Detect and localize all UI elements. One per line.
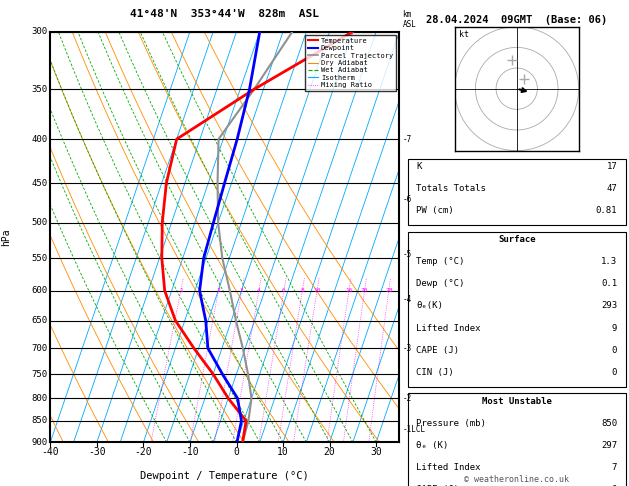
- Text: 900: 900: [31, 438, 47, 447]
- Legend: Temperature, Dewpoint, Parcel Trajectory, Dry Adiabat, Wet Adiabat, Isotherm, Mi: Temperature, Dewpoint, Parcel Trajectory…: [305, 35, 396, 91]
- Text: -2: -2: [403, 394, 412, 403]
- Text: Temp (°C): Temp (°C): [416, 257, 465, 266]
- Text: 0: 0: [233, 447, 240, 457]
- Text: 17: 17: [606, 162, 617, 171]
- Text: 10: 10: [277, 447, 289, 457]
- Text: -30: -30: [88, 447, 106, 457]
- Text: 8: 8: [301, 288, 304, 293]
- Text: 297: 297: [601, 441, 617, 450]
- Text: 850: 850: [601, 418, 617, 428]
- Text: K: K: [416, 162, 421, 171]
- Text: 450: 450: [31, 179, 47, 188]
- Text: CIN (J): CIN (J): [416, 368, 454, 377]
- Bar: [408, 393, 626, 486]
- Text: 600: 600: [31, 286, 47, 295]
- Text: 20: 20: [361, 288, 369, 293]
- Text: 47: 47: [606, 184, 617, 193]
- Text: 16: 16: [345, 288, 353, 293]
- Text: 3: 3: [240, 288, 243, 293]
- Text: Totals Totals: Totals Totals: [416, 184, 486, 193]
- Text: Lifted Index: Lifted Index: [416, 324, 481, 332]
- Text: 0.81: 0.81: [596, 207, 617, 215]
- Text: km
ASL: km ASL: [403, 10, 416, 29]
- Text: θₑ (K): θₑ (K): [416, 441, 448, 450]
- Text: 550: 550: [31, 254, 47, 262]
- Text: 7: 7: [612, 463, 617, 472]
- Text: PW (cm): PW (cm): [416, 207, 454, 215]
- Text: Surface: Surface: [498, 235, 535, 244]
- Text: -4: -4: [403, 295, 412, 304]
- Bar: [408, 159, 626, 225]
- Text: Dewp (°C): Dewp (°C): [416, 279, 465, 288]
- Text: 4: 4: [257, 288, 261, 293]
- Text: © weatheronline.co.uk: © weatheronline.co.uk: [464, 474, 569, 484]
- Text: Dewpoint / Temperature (°C): Dewpoint / Temperature (°C): [140, 471, 309, 481]
- Text: 2: 2: [216, 288, 220, 293]
- Text: 800: 800: [31, 394, 47, 403]
- Text: 1: 1: [179, 288, 182, 293]
- Text: 1.3: 1.3: [601, 257, 617, 266]
- Text: 6: 6: [282, 288, 286, 293]
- Text: Most Unstable: Most Unstable: [482, 397, 552, 405]
- Text: 28.04.2024  09GMT  (Base: 06): 28.04.2024 09GMT (Base: 06): [426, 15, 608, 25]
- Text: 350: 350: [31, 85, 47, 94]
- Text: -20: -20: [135, 447, 152, 457]
- Text: 750: 750: [31, 370, 47, 379]
- Text: hPa: hPa: [1, 228, 11, 246]
- Text: 0.1: 0.1: [601, 279, 617, 288]
- Text: -6: -6: [403, 195, 412, 204]
- Text: -5: -5: [403, 250, 412, 259]
- Text: 10: 10: [313, 288, 321, 293]
- Text: CAPE (J): CAPE (J): [416, 485, 459, 486]
- Text: 0: 0: [612, 368, 617, 377]
- Text: 28: 28: [385, 288, 392, 293]
- Text: -3: -3: [403, 344, 412, 353]
- Text: -40: -40: [42, 447, 59, 457]
- Text: 500: 500: [31, 218, 47, 227]
- Text: -10: -10: [181, 447, 199, 457]
- Text: Pressure (mb): Pressure (mb): [416, 418, 486, 428]
- Text: 700: 700: [31, 344, 47, 353]
- Text: 41°48'N  353°44'W  828m  ASL: 41°48'N 353°44'W 828m ASL: [130, 9, 320, 19]
- Text: -1LCL: -1LCL: [403, 425, 426, 434]
- Text: 30: 30: [370, 447, 382, 457]
- Text: 20: 20: [324, 447, 335, 457]
- Text: 0: 0: [612, 485, 617, 486]
- Text: 650: 650: [31, 316, 47, 325]
- Text: CAPE (J): CAPE (J): [416, 346, 459, 355]
- Text: 9: 9: [612, 324, 617, 332]
- Text: Lifted Index: Lifted Index: [416, 463, 481, 472]
- Text: 400: 400: [31, 135, 47, 144]
- Bar: [408, 232, 626, 387]
- Text: 293: 293: [601, 301, 617, 311]
- Text: θₑ(K): θₑ(K): [416, 301, 443, 311]
- Text: 300: 300: [31, 27, 47, 36]
- Text: 850: 850: [31, 417, 47, 425]
- Text: kt: kt: [459, 30, 469, 39]
- Text: 0: 0: [612, 346, 617, 355]
- Text: -7: -7: [403, 135, 412, 144]
